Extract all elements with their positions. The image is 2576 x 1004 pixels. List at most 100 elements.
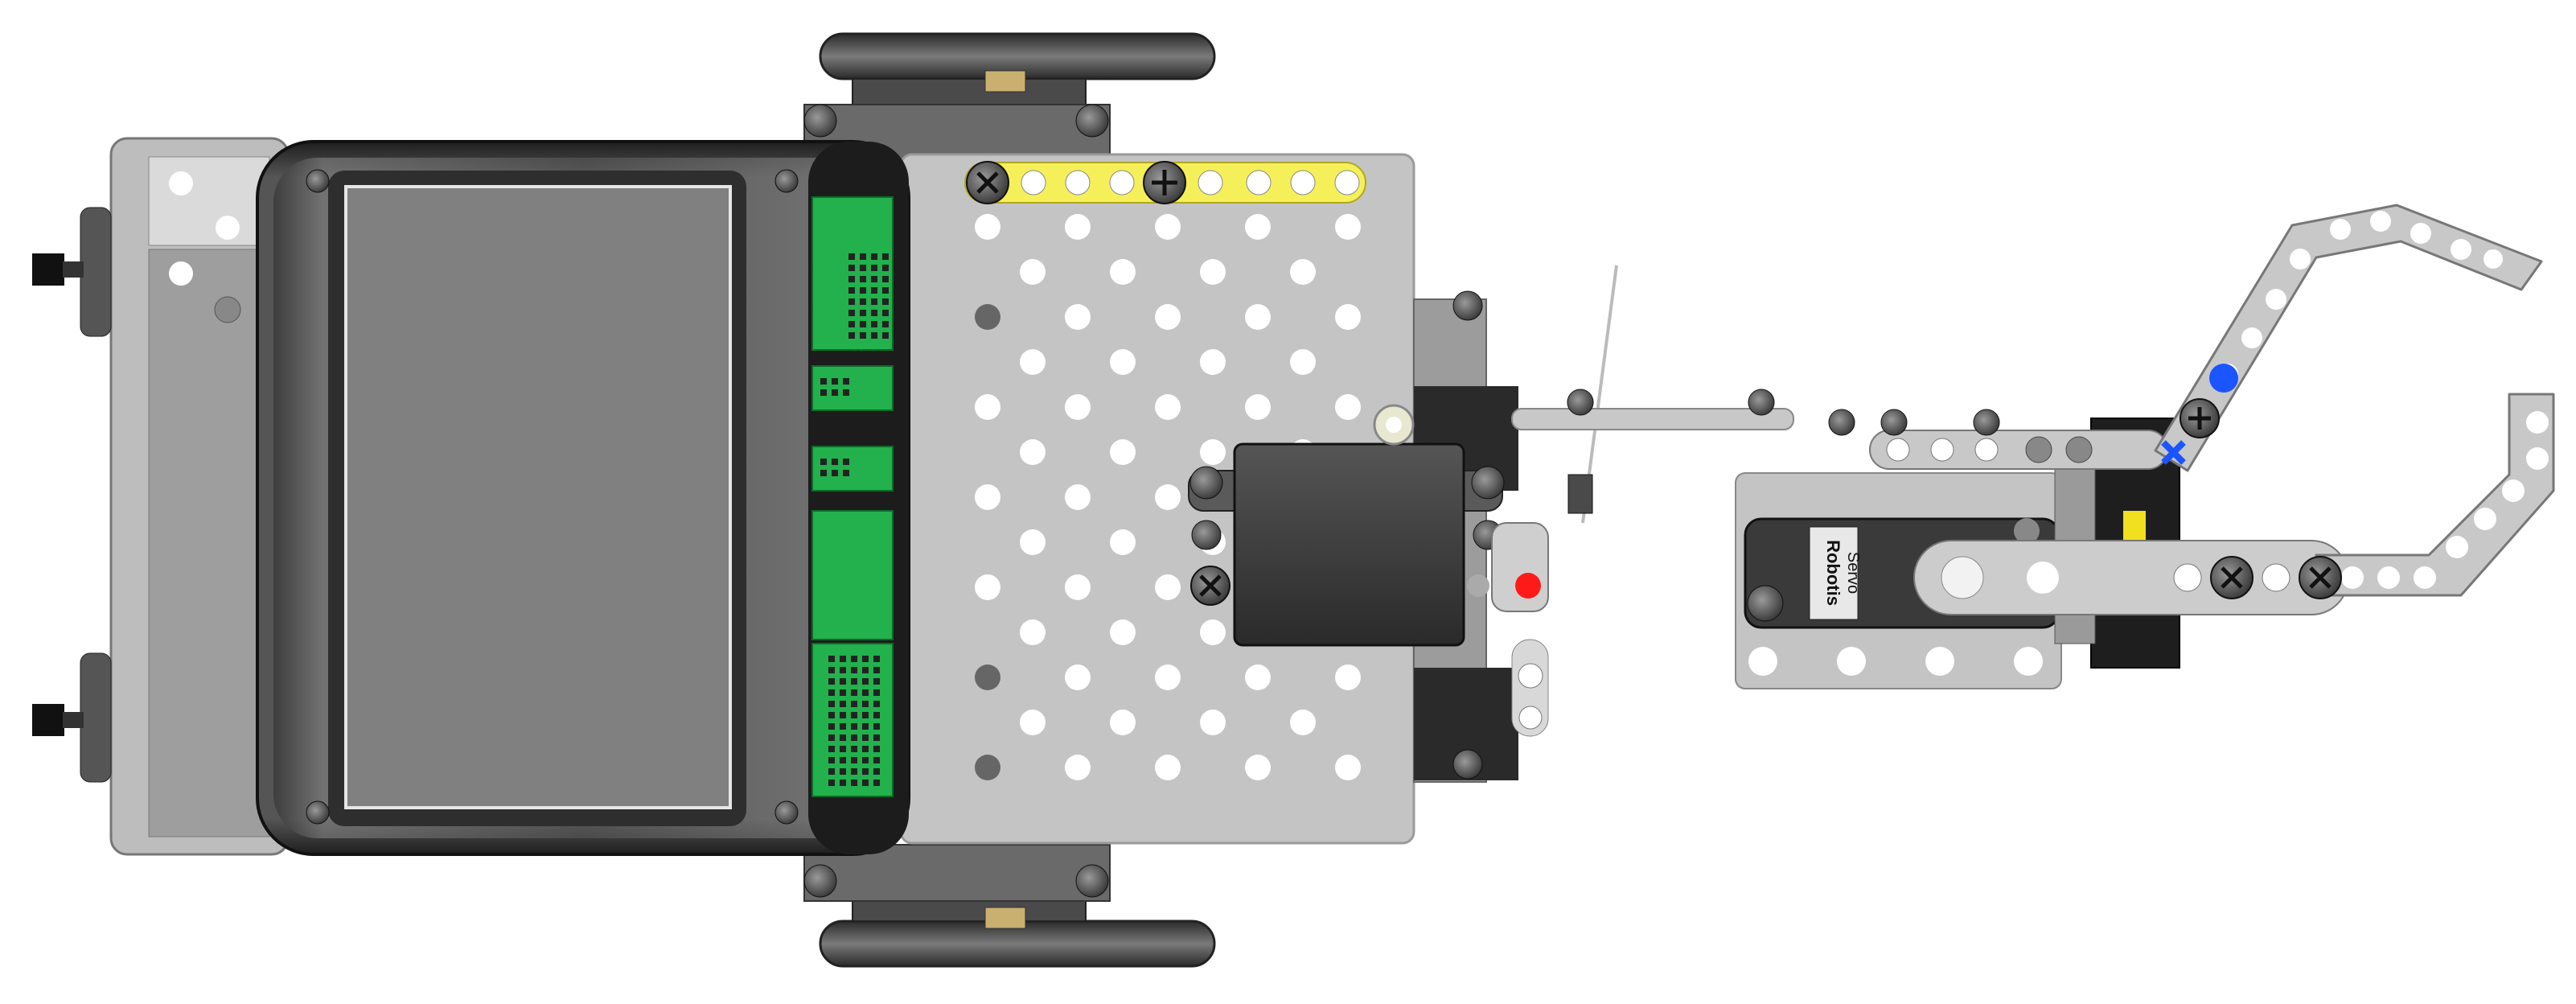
pin (871, 287, 877, 294)
pin (848, 310, 855, 316)
pin (851, 689, 857, 696)
pin (873, 712, 880, 718)
hole (1020, 529, 1046, 555)
hole (1335, 214, 1361, 240)
pin (871, 265, 877, 271)
pin (848, 265, 855, 271)
pin (862, 712, 869, 718)
pin (860, 253, 866, 260)
pin (882, 298, 889, 305)
hole (975, 394, 1000, 420)
hole (1335, 665, 1361, 690)
hole (1065, 665, 1091, 690)
pin (848, 287, 855, 294)
pin (832, 389, 838, 396)
pin (832, 470, 838, 476)
pin (862, 656, 869, 662)
pin (828, 723, 835, 730)
pin (843, 389, 849, 396)
pin (828, 734, 835, 741)
pin (828, 678, 835, 685)
pin (882, 310, 889, 316)
screw-icon (2299, 556, 2342, 599)
pin (840, 734, 846, 741)
pin (820, 378, 827, 385)
pin (840, 656, 846, 662)
pin (840, 746, 846, 752)
pin (851, 734, 857, 741)
pin (871, 276, 877, 282)
hole (1065, 484, 1091, 510)
pin (871, 310, 877, 316)
hole (1246, 170, 1272, 195)
hole (1020, 259, 1046, 285)
pin (862, 757, 869, 763)
hole (1110, 439, 1136, 465)
hole (1155, 304, 1181, 330)
pin (828, 757, 835, 763)
pin (860, 332, 866, 339)
pcb-connector-strip (811, 196, 894, 797)
pin (840, 689, 846, 696)
pin (862, 746, 869, 752)
gripper-finger-upper (2154, 204, 2543, 472)
pin (840, 780, 846, 786)
hole (1198, 170, 1223, 195)
pin (851, 723, 857, 730)
hole (1110, 529, 1136, 555)
hole (1245, 214, 1271, 240)
pcb-pins (820, 253, 889, 786)
pin (882, 265, 889, 271)
pin (862, 678, 869, 685)
hole (975, 665, 1000, 690)
pin (862, 734, 869, 741)
yellow-beam-holes (1021, 170, 1360, 195)
plate-screws (803, 104, 1483, 898)
pin (862, 723, 869, 730)
hole (1065, 574, 1091, 600)
controller-screen (344, 185, 732, 809)
hole (1290, 349, 1316, 375)
pin (848, 298, 855, 305)
pin (848, 321, 855, 327)
hole (1065, 170, 1091, 195)
pin (873, 689, 880, 696)
hole (1021, 170, 1046, 195)
pin (840, 678, 846, 685)
pin (882, 253, 889, 260)
center-servo (1188, 404, 1505, 647)
pin (843, 470, 849, 476)
pin (860, 298, 866, 305)
rear-switch-bottom (32, 652, 112, 783)
hole (1155, 394, 1181, 420)
hole (1200, 349, 1226, 375)
screw-icon (1190, 566, 1230, 606)
hole (1155, 574, 1181, 600)
pin (862, 667, 869, 673)
pin (871, 332, 877, 339)
hole (1334, 170, 1360, 195)
hole (1065, 755, 1091, 780)
pin (851, 712, 857, 718)
pin (862, 768, 869, 775)
pin (860, 265, 866, 271)
pin (871, 321, 877, 327)
pin (873, 746, 880, 752)
wheel-top (819, 32, 1216, 112)
pin (843, 378, 849, 385)
pin (851, 678, 857, 685)
hole (1020, 619, 1046, 645)
hole (1335, 755, 1361, 780)
hole (975, 574, 1000, 600)
pin (851, 656, 857, 662)
hole (1109, 170, 1135, 195)
pin (882, 332, 889, 339)
pin (848, 276, 855, 282)
pin (871, 298, 877, 305)
pin (848, 253, 855, 260)
pin (873, 656, 880, 662)
screw-icon (966, 161, 1009, 204)
hole (1245, 665, 1271, 690)
pin (882, 287, 889, 294)
hole (1200, 439, 1226, 465)
